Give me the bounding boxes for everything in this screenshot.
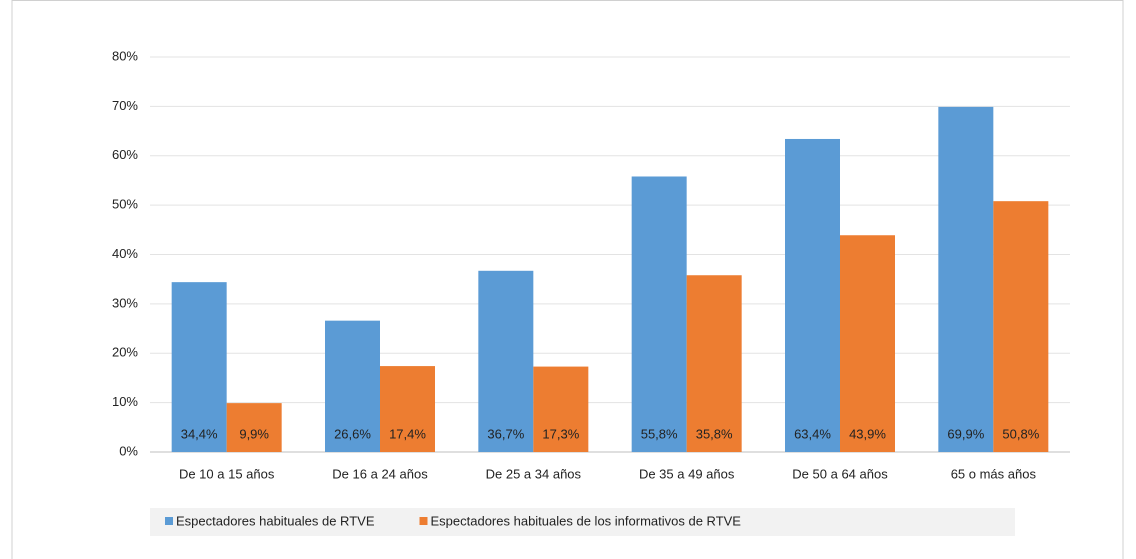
y-tick-label: 80% <box>112 48 138 63</box>
data-label: 55,8% <box>641 426 678 441</box>
bar <box>938 106 994 453</box>
y-tick-label: 60% <box>112 147 138 162</box>
x-tick-label: De 16 a 24 años <box>332 466 428 481</box>
bar <box>686 275 742 452</box>
data-label: 9,9% <box>239 426 269 441</box>
legend-label: Espectadores habituales de los informati… <box>431 513 742 528</box>
data-label: 69,9% <box>947 426 984 441</box>
data-label: 63,4% <box>794 426 831 441</box>
y-tick-label: 0% <box>119 443 138 458</box>
y-tick-label: 50% <box>112 197 138 212</box>
data-label: 50,8% <box>1002 426 1039 441</box>
y-tick-label: 30% <box>112 295 138 310</box>
bar <box>478 270 534 452</box>
legend-label: Espectadores habituales de RTVE <box>176 513 375 528</box>
bar <box>840 235 895 452</box>
legend-box <box>150 508 1015 536</box>
data-label: 35,8% <box>696 426 733 441</box>
bar <box>171 282 227 452</box>
x-tick-label: De 35 a 49 años <box>639 466 735 481</box>
data-label: 17,3% <box>542 426 579 441</box>
data-label: 17,4% <box>389 426 426 441</box>
data-label: 34,4% <box>181 426 218 441</box>
bar <box>380 366 435 452</box>
data-label: 43,9% <box>849 426 886 441</box>
data-label: 36,7% <box>487 426 524 441</box>
bar <box>993 201 1049 452</box>
chart-border <box>11 0 1124 559</box>
x-tick-label: 65 o más años <box>951 466 1037 481</box>
bar <box>325 320 380 452</box>
data-label: 26,6% <box>334 426 371 441</box>
x-tick-label: De 50 a 64 años <box>792 466 888 481</box>
x-tick-label: De 25 a 34 años <box>486 466 582 481</box>
x-tick-label: De 10 a 15 años <box>179 466 275 481</box>
bar <box>226 403 282 452</box>
y-tick-label: 10% <box>112 394 138 409</box>
y-tick-label: 70% <box>112 98 138 113</box>
bar <box>785 138 840 452</box>
y-tick-label: 20% <box>112 345 138 360</box>
bar <box>631 176 687 453</box>
legend-swatch <box>165 517 173 525</box>
bar <box>533 366 589 452</box>
y-tick-label: 40% <box>112 246 138 261</box>
legend-swatch <box>419 517 428 525</box>
